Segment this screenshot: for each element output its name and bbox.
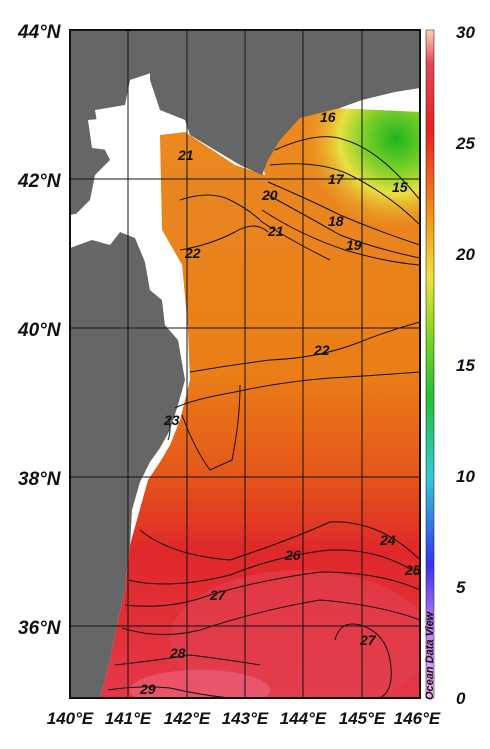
lat-label: 36°N xyxy=(18,618,62,639)
lon-label: 142°E xyxy=(164,709,211,728)
colorbar-tick: 20 xyxy=(455,245,475,264)
graticule xyxy=(70,30,420,698)
map-frame xyxy=(69,29,421,699)
contour-label: 26 xyxy=(284,547,301,563)
lat-label: 44°N xyxy=(17,22,62,43)
contour-label-group: 16 17 15 18 19 20 21 21 22 22 23 24 25 2… xyxy=(139,109,421,697)
colorbar-tick: 15 xyxy=(456,356,475,375)
white-inlet xyxy=(88,118,118,150)
contour-label: 18 xyxy=(328,213,344,229)
colorbar-ticks: 30 25 20 15 10 5 0 xyxy=(455,23,475,708)
contour-label: 28 xyxy=(169,645,186,661)
warm-patch xyxy=(130,670,270,698)
lon-label: 145°E xyxy=(339,709,386,728)
contour-label: 23 xyxy=(163,412,180,428)
contour-label: 21 xyxy=(267,223,284,239)
colorbar xyxy=(425,29,435,699)
contour-label: 27 xyxy=(209,587,227,603)
contour-label: 19 xyxy=(346,237,362,253)
lon-label: 146°E xyxy=(394,709,441,728)
warm-core xyxy=(170,570,420,698)
lon-label: 140°E xyxy=(47,709,94,728)
land-hokkaido xyxy=(130,30,420,175)
credit-text: Ocean Data View xyxy=(424,610,436,700)
land-honshu xyxy=(70,30,160,215)
lon-label: 143°E xyxy=(222,709,269,728)
contour-lines xyxy=(107,136,420,698)
contour-label: 25 xyxy=(404,562,421,578)
contour-label: 24 xyxy=(379,532,396,548)
lat-label: 42°N xyxy=(17,171,62,192)
contour-label: 21 xyxy=(177,147,194,163)
lon-label: 141°E xyxy=(105,709,152,728)
colorbar-tick: 5 xyxy=(456,578,466,597)
contour-label: 20 xyxy=(261,187,278,203)
white-inlet-2 xyxy=(70,210,112,240)
contour-label: 15 xyxy=(392,179,408,195)
lat-label: 40°N xyxy=(17,320,62,341)
lon-label: 144°E xyxy=(280,709,327,728)
contour-label: 22 xyxy=(313,342,330,358)
colorbar-tick: 10 xyxy=(456,467,475,486)
contour-label: 27 xyxy=(359,632,377,648)
contour-label: 29 xyxy=(139,681,156,697)
cold-pool xyxy=(262,108,420,262)
white-coast-strip xyxy=(145,230,188,340)
colorbar-tick: 0 xyxy=(456,689,466,708)
contour-label: 22 xyxy=(184,245,201,261)
contour-label: 17 xyxy=(328,171,345,187)
lat-label: 38°N xyxy=(18,469,62,490)
contour-label: 16 xyxy=(320,109,336,125)
colorbar-tick: 30 xyxy=(456,23,475,42)
colorbar-tick: 25 xyxy=(455,134,475,153)
